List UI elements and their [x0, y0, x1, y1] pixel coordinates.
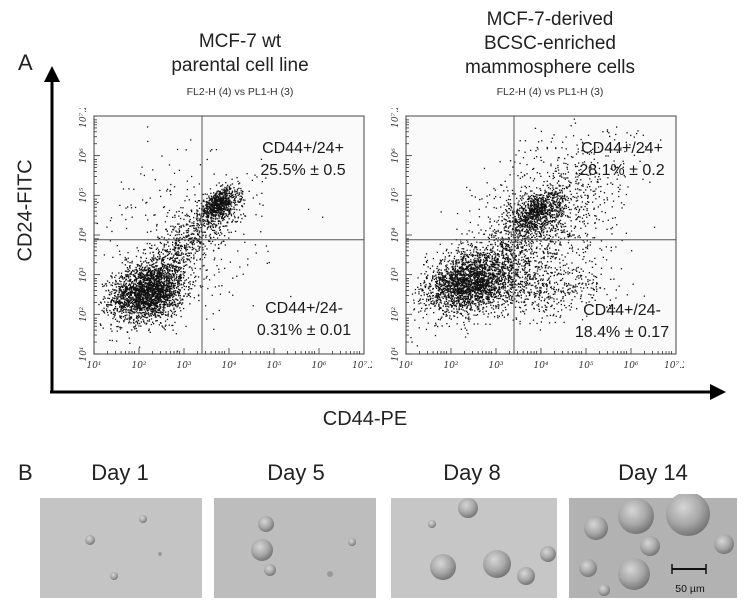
plot2-ur-line-2: 28.1% ± 0.2	[579, 162, 665, 179]
day-label-2: Day 5	[267, 460, 325, 485]
scatter-points	[96, 126, 324, 352]
x-tick-label: 10¹	[398, 361, 413, 371]
day-label-3: Day 8	[443, 460, 501, 485]
x-axis-label: CD44-PE	[322, 408, 408, 430]
y-tick-label: 10⁷.2	[391, 108, 401, 128]
x-tick-label: 10⁶	[623, 361, 638, 371]
outer-axes	[44, 66, 726, 400]
plot2-lower-right-quadrant-label: CD44+/24- 18.4% ± 0.17	[552, 300, 692, 344]
plot2-upper-right-quadrant-label: CD44+/24+ 28.1% ± 0.2	[552, 138, 692, 182]
micrograph-day-8	[391, 498, 557, 598]
day-label-4: Day 14	[618, 460, 688, 485]
y-tick-label: 10¹	[391, 346, 401, 361]
y-tick-label: 10²	[79, 306, 89, 321]
plot2-subtitle: FL2-H (4) vs PL1-H (3)	[496, 86, 604, 98]
plot2-title-line-3: mammosphere cells	[465, 57, 635, 78]
x-tick-label: 10³	[176, 361, 191, 371]
y-tick-label: 10⁵	[391, 187, 401, 202]
plot2-title-line-2: BCSC-enriched	[484, 33, 616, 54]
x-axis-arrow-icon	[710, 384, 726, 400]
x-tick-label: 10³	[488, 361, 503, 371]
plot1-upper-right-quadrant-label: CD44+/24+ 25.5% ± 0.5	[228, 138, 378, 182]
micrograph-day-1	[40, 498, 202, 598]
x-tick-label: 10⁴	[221, 361, 236, 371]
plot1-title: MCF-7 wt parental cell line	[140, 30, 340, 78]
x-tick-label: 10⁵	[266, 361, 281, 371]
plot1-lr-line-2: 0.31% ± 0.01	[256, 322, 352, 339]
plot-frame	[93, 115, 365, 355]
plot2-ur-line-1: CD44+/24+	[581, 140, 663, 157]
plot1-ur-line-1: CD44+/24+	[262, 140, 344, 157]
x-tick-label: 10⁷.2	[352, 361, 372, 371]
y-tick-label: 10⁶	[79, 148, 89, 163]
plot2-title-line-1: MCF-7-derived	[486, 9, 614, 30]
flow-plot-parental: 10¹ 10² 10³ 10⁴ 10⁵ 10⁶ 10⁷.2 10¹ 10² 10³ 10⁴ 10⁵ 10…	[79, 108, 372, 371]
x-tick-label: 10¹	[86, 361, 101, 371]
plot1-subtitle: FL2-H (4) vs PL1-H (3)	[186, 86, 294, 98]
x-tick-label: 10²	[443, 361, 458, 371]
x-tick-label: 10²	[131, 361, 146, 371]
y-tick-label: 10¹	[79, 346, 89, 361]
x-tick-label: 10⁷.2	[664, 361, 684, 371]
y-tick-label: 10⁶	[391, 148, 401, 163]
plot2-lr-line-1: CD44+/24-	[583, 302, 661, 319]
x-tick-label: 10⁵	[578, 361, 593, 371]
x-tick-label: 10⁶	[311, 361, 326, 371]
scatter-points	[410, 118, 662, 347]
panel-b-letter: B	[18, 460, 33, 485]
panel-a-letter: A	[18, 50, 33, 75]
y-tick-label: 10²	[391, 306, 401, 321]
y-tick-label: 10³	[79, 267, 89, 282]
plot1-title-line-1: MCF-7 wt	[198, 31, 282, 52]
y-axis-arrow-icon	[44, 66, 60, 82]
plot2-lr-line-2: 18.4% ± 0.17	[574, 324, 670, 341]
micrograph-day-14	[569, 494, 737, 598]
plot1-lower-right-quadrant-label: CD44+/24- 0.31% ± 0.01	[226, 298, 382, 342]
y-axis-label: CD24-FITC	[14, 159, 37, 262]
y-tick-label: 10⁴	[391, 227, 401, 242]
plot2-title: MCF-7-derived BCSC-enriched mammosphere …	[440, 8, 660, 80]
scale-bar-label: 50 µm	[675, 583, 705, 595]
micrograph-strip	[40, 494, 737, 598]
y-tick-label: 10⁵	[79, 187, 89, 202]
y-tick-label: 10⁷.2	[79, 108, 89, 128]
micrograph-day-5	[214, 498, 376, 598]
y-tick-label: 10⁴	[79, 227, 89, 242]
plot1-lr-line-1: CD44+/24-	[265, 300, 343, 317]
x-tick-label: 10⁴	[533, 361, 548, 371]
y-tick-label: 10³	[391, 267, 401, 282]
plot1-title-line-2: parental cell line	[171, 55, 309, 76]
plot1-ur-line-2: 25.5% ± 0.5	[260, 162, 346, 179]
day-label-1: Day 1	[91, 460, 149, 485]
flow-plot-mammosphere: 10¹ 10² 10³ 10⁴ 10⁵ 10⁶ 10⁷.2 10¹ 10² 10³ 10⁴ 10⁵ 10…	[391, 108, 684, 371]
